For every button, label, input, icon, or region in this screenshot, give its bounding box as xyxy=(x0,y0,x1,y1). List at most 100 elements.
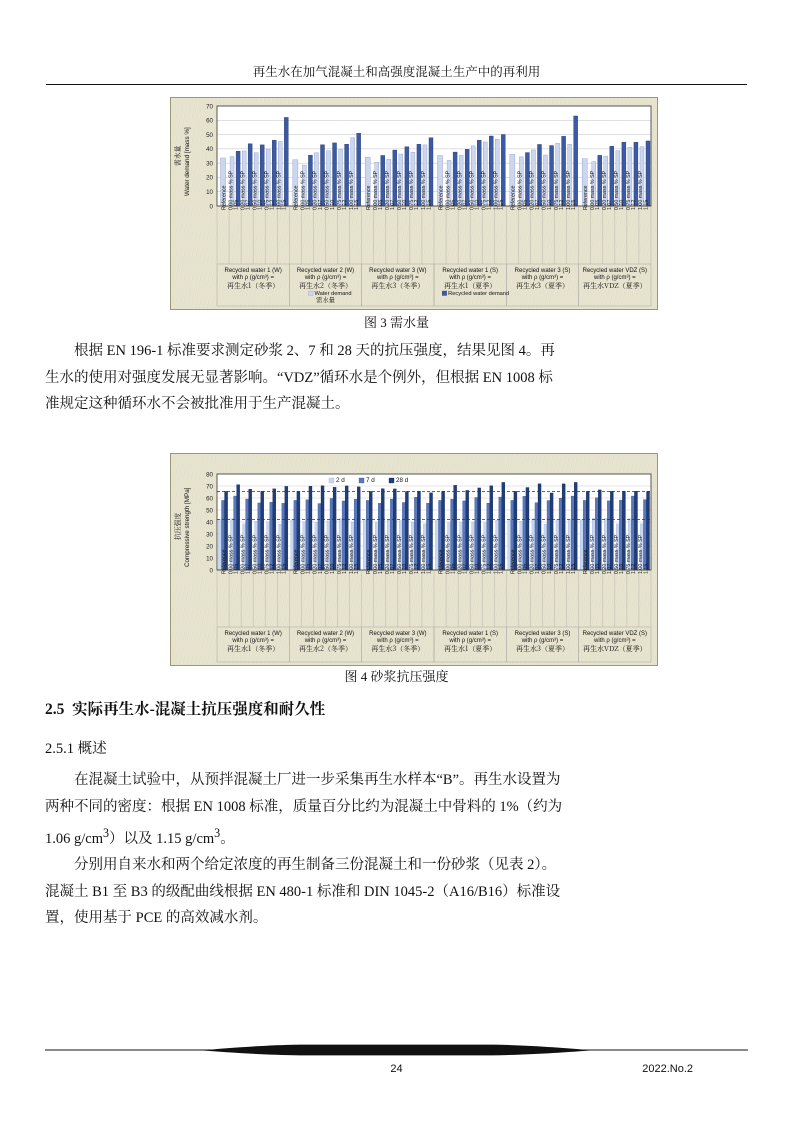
svg-text:70: 70 xyxy=(206,103,213,110)
svg-text:40: 40 xyxy=(206,146,213,153)
svg-text:Recycled water 3 (S): Recycled water 3 (S) xyxy=(515,631,571,637)
svg-text:再生水1（夏季）: 再生水1（夏季） xyxy=(444,281,496,291)
svg-text:1.10: 1.10 xyxy=(330,564,336,574)
svg-text:0.50 mass % SP: 0.50 mass % SP xyxy=(252,534,258,574)
svg-text:1.12: 1.12 xyxy=(631,200,637,210)
svg-text:0.75 mass % SP: 0.75 mass % SP xyxy=(481,534,487,574)
svg-text:1.15: 1.15 xyxy=(571,564,577,574)
svg-text:1.05: 1.05 xyxy=(450,200,456,210)
svg-text:0.00 mass % SP: 0.00 mass % SP xyxy=(228,534,234,574)
svg-text:1.00 mass % SP: 1.00 mass % SP xyxy=(494,534,500,574)
svg-text:0.75 mass % SP: 0.75 mass % SP xyxy=(626,170,632,210)
svg-text:70: 70 xyxy=(206,483,213,490)
svg-text:Reference: Reference xyxy=(221,186,227,210)
svg-text:Recycled water 1 (S): Recycled water 1 (S) xyxy=(442,631,498,637)
svg-text:1.07: 1.07 xyxy=(318,200,324,210)
svg-text:1.12: 1.12 xyxy=(414,564,420,574)
svg-text:0.50 mass % SP: 0.50 mass % SP xyxy=(542,170,548,210)
svg-text:60: 60 xyxy=(206,118,213,125)
svg-text:0.50 mass % SP: 0.50 mass % SP xyxy=(325,170,331,210)
svg-text:1.00 mass % SP: 1.00 mass % SP xyxy=(638,170,644,210)
svg-text:0.75 mass % SP: 0.75 mass % SP xyxy=(626,534,632,574)
svg-text:再生水1（冬季）: 再生水1（冬季） xyxy=(227,644,279,654)
svg-text:0.75 mass % SP: 0.75 mass % SP xyxy=(337,170,343,210)
svg-text:Reference: Reference xyxy=(221,550,227,574)
svg-text:1.00 mass % SP: 1.00 mass % SP xyxy=(277,534,283,574)
svg-text:再生水1（冬季）: 再生水1（冬季） xyxy=(227,281,279,291)
svg-text:0.50 mass % SP: 0.50 mass % SP xyxy=(397,534,403,574)
svg-text:0.20 mass % SP: 0.20 mass % SP xyxy=(313,534,319,574)
svg-text:0.00 mass % SP: 0.00 mass % SP xyxy=(445,170,451,210)
svg-text:10: 10 xyxy=(206,189,213,196)
svg-text:1.10: 1.10 xyxy=(619,200,625,210)
svg-text:0.00 mass % SP: 0.00 mass % SP xyxy=(373,534,379,574)
svg-text:Recycled water 1 (W): Recycled water 1 (W) xyxy=(224,268,281,274)
svg-text:0.20 mass % SP: 0.20 mass % SP xyxy=(530,170,536,210)
svg-text:0.00 mass % SP: 0.00 mass % SP xyxy=(518,534,524,574)
svg-text:0.00 mass % SP: 0.00 mass % SP xyxy=(301,534,307,574)
svg-text:Reference: Reference xyxy=(294,186,300,210)
svg-text:0.00 mass % SP: 0.00 mass % SP xyxy=(373,170,379,210)
svg-text:Reference: Reference xyxy=(294,550,300,574)
svg-text:1.05: 1.05 xyxy=(523,200,529,210)
svg-text:0.50 mass % SP: 0.50 mass % SP xyxy=(542,534,548,574)
svg-text:1.00 mass % SP: 1.00 mass % SP xyxy=(421,170,427,210)
svg-text:20: 20 xyxy=(206,175,213,182)
svg-text:1.12: 1.12 xyxy=(342,564,348,574)
svg-text:0.75 mass % SP: 0.75 mass % SP xyxy=(554,170,560,210)
svg-text:1.07: 1.07 xyxy=(462,200,468,210)
svg-text:0.20 mass % SP: 0.20 mass % SP xyxy=(457,170,463,210)
svg-text:7 d: 7 d xyxy=(366,477,375,484)
svg-text:28 d: 28 d xyxy=(396,477,409,484)
svg-text:1.05: 1.05 xyxy=(595,200,601,210)
svg-text:0.50 mass % SP: 0.50 mass % SP xyxy=(469,534,475,574)
svg-text:0.50 mass % SP: 0.50 mass % SP xyxy=(397,170,403,210)
svg-text:0.75 mass % SP: 0.75 mass % SP xyxy=(264,534,270,574)
svg-text:Reference: Reference xyxy=(366,550,372,574)
svg-text:再生水3（冬季）: 再生水3（冬季） xyxy=(371,281,424,291)
svg-text:0.20 mass % SP: 0.20 mass % SP xyxy=(240,170,246,210)
svg-text:0.20 mass % SP: 0.20 mass % SP xyxy=(530,534,536,574)
svg-text:1.15: 1.15 xyxy=(643,564,649,574)
svg-text:1.00 mass % SP: 1.00 mass % SP xyxy=(277,170,283,210)
svg-text:Recycled water 2 (W): Recycled water 2 (W) xyxy=(297,268,354,274)
svg-text:1.07: 1.07 xyxy=(245,200,251,210)
svg-text:Reference: Reference xyxy=(583,550,589,574)
svg-text:10: 10 xyxy=(206,555,213,562)
svg-text:1.07: 1.07 xyxy=(462,564,468,574)
svg-text:1.10: 1.10 xyxy=(619,564,625,574)
svg-text:0.00 mass % SP: 0.00 mass % SP xyxy=(445,534,451,574)
svg-text:Reference: Reference xyxy=(583,186,589,210)
svg-text:需水量: 需水量 xyxy=(316,295,335,304)
svg-text:0.20 mass % SP: 0.20 mass % SP xyxy=(602,170,608,210)
svg-text:1.12: 1.12 xyxy=(342,200,348,210)
svg-text:再生水3（夏季）: 再生水3（夏季） xyxy=(516,644,569,654)
svg-text:Recycled water 3 (S): Recycled water 3 (S) xyxy=(515,268,571,274)
svg-text:Recycled water 3 (W): Recycled water 3 (W) xyxy=(369,268,426,274)
svg-text:20: 20 xyxy=(206,543,213,550)
svg-text:Reference: Reference xyxy=(438,550,444,574)
svg-text:再生水1（夏季）: 再生水1（夏季） xyxy=(444,644,496,654)
svg-text:再生水VDZ（夏季）: 再生水VDZ（夏季） xyxy=(583,644,647,654)
svg-text:2 d: 2 d xyxy=(336,477,345,484)
svg-text:1.05: 1.05 xyxy=(523,564,529,574)
svg-text:0.50 mass % SP: 0.50 mass % SP xyxy=(614,534,620,574)
svg-text:0.20 mass % SP: 0.20 mass % SP xyxy=(313,170,319,210)
svg-text:Reference: Reference xyxy=(511,186,517,210)
svg-text:再生水VDZ（夏季）: 再生水VDZ（夏季） xyxy=(583,281,647,291)
svg-text:1.10: 1.10 xyxy=(402,564,408,574)
svg-text:0.50 mass % SP: 0.50 mass % SP xyxy=(325,534,331,574)
svg-text:1.00 mass % SP: 1.00 mass % SP xyxy=(566,534,572,574)
svg-text:再生水3（冬季）: 再生水3（冬季） xyxy=(371,644,424,654)
svg-text:1.15: 1.15 xyxy=(571,200,577,210)
svg-text:0.20 mass % SP: 0.20 mass % SP xyxy=(385,170,391,210)
svg-text:1.12: 1.12 xyxy=(559,200,565,210)
svg-text:1.05: 1.05 xyxy=(306,564,312,574)
svg-text:1.07: 1.07 xyxy=(607,564,613,574)
svg-text:0.00 mass % SP: 0.00 mass % SP xyxy=(518,170,524,210)
svg-text:0: 0 xyxy=(210,567,214,574)
svg-text:再生水3（夏季）: 再生水3（夏季） xyxy=(516,281,569,291)
svg-text:0.20 mass % SP: 0.20 mass % SP xyxy=(457,534,463,574)
svg-text:Recycled water 1 (W): Recycled water 1 (W) xyxy=(224,631,281,637)
svg-text:0.75 mass % SP: 0.75 mass % SP xyxy=(554,534,560,574)
